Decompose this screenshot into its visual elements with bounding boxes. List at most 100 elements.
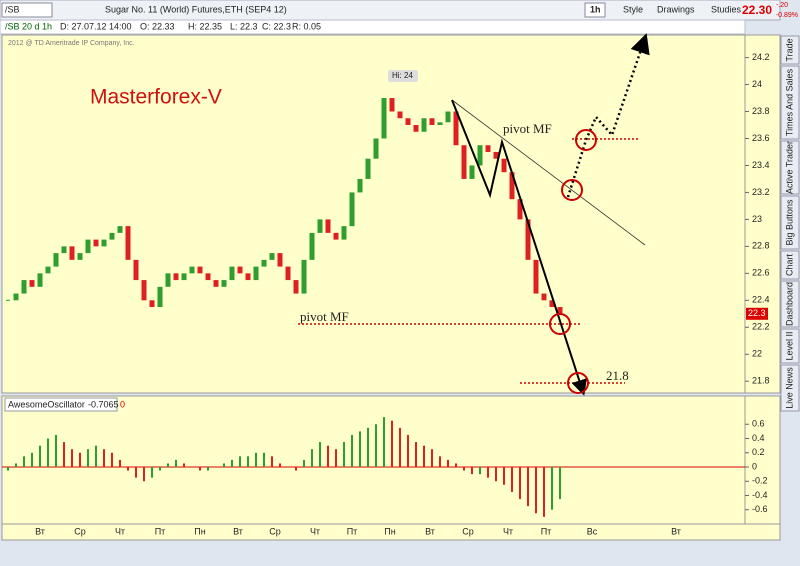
y-tick-label: 22.6 bbox=[752, 268, 770, 278]
circle bbox=[549, 313, 571, 335]
candle bbox=[405, 118, 411, 125]
drawings-btn[interactable]: Drawings bbox=[657, 4, 695, 14]
symbol-box[interactable] bbox=[1, 2, 53, 18]
candle bbox=[93, 239, 99, 247]
candle bbox=[301, 259, 307, 294]
x-tick-label: Пт bbox=[347, 526, 358, 536]
candle bbox=[205, 273, 211, 281]
last-price-box bbox=[746, 307, 768, 320]
x-tick-label: Вт bbox=[35, 526, 45, 536]
candle bbox=[365, 158, 371, 179]
y-tick-label: 0.6 bbox=[752, 419, 765, 429]
y-tick-label: 22.2 bbox=[752, 322, 770, 332]
candle bbox=[325, 219, 331, 233]
candle bbox=[173, 273, 179, 281]
circle bbox=[567, 372, 589, 394]
candle bbox=[85, 239, 91, 254]
candle bbox=[341, 226, 347, 240]
x-tick-label: Вт bbox=[671, 526, 681, 536]
y-tick-label: 23 bbox=[752, 214, 762, 224]
y-tick-label: 24 bbox=[752, 79, 762, 89]
candle bbox=[461, 145, 467, 179]
candle bbox=[53, 253, 59, 267]
candle bbox=[277, 253, 283, 267]
candle bbox=[549, 300, 555, 308]
candle bbox=[245, 273, 251, 281]
sidebar-tab[interactable] bbox=[780, 280, 800, 328]
sidebar-tab[interactable] bbox=[780, 65, 800, 140]
trend-line bbox=[451, 99, 646, 246]
candle bbox=[525, 219, 531, 260]
candle bbox=[149, 300, 155, 308]
sidebar-tab-label[interactable]: Big Buttons bbox=[784, 199, 794, 246]
high-badge bbox=[388, 70, 418, 82]
candle bbox=[357, 178, 363, 193]
candle bbox=[61, 246, 67, 254]
price-axis bbox=[744, 34, 781, 394]
info-open: O: 22.33 bbox=[140, 21, 175, 31]
y-tick-label: 22 bbox=[752, 349, 762, 359]
candle bbox=[237, 266, 243, 274]
osc-value: -0.7065 bbox=[88, 399, 119, 409]
chart-title: Masterforex-V bbox=[90, 86, 222, 109]
candle bbox=[253, 266, 259, 281]
y-tick-label: 23.2 bbox=[752, 187, 770, 197]
candle bbox=[437, 122, 443, 125]
sidebar-tab[interactable] bbox=[780, 35, 800, 65]
y-tick-label: 22.8 bbox=[752, 241, 770, 251]
studies-btn[interactable]: Studies bbox=[711, 4, 742, 14]
sidebar-tab-label[interactable]: Trade bbox=[784, 38, 794, 61]
sidebar-tab[interactable] bbox=[780, 195, 800, 250]
candle bbox=[373, 138, 379, 159]
candle bbox=[197, 266, 203, 274]
description: Sugar No. 11 (World) Futures,ETH (SEP4 1… bbox=[105, 4, 287, 14]
candle bbox=[37, 273, 43, 287]
x-tick-label: Пн bbox=[384, 526, 395, 536]
pivot-label: pivot MF bbox=[300, 309, 349, 324]
candle bbox=[285, 266, 291, 281]
x-tick-label: Чт bbox=[503, 526, 513, 536]
sidebar-tab-label[interactable]: Times And Sales bbox=[784, 68, 794, 136]
y-tick-label: -0.2 bbox=[752, 476, 768, 486]
candle bbox=[413, 125, 419, 132]
candle bbox=[469, 165, 475, 179]
candle bbox=[533, 259, 539, 294]
candle bbox=[29, 280, 35, 287]
x-tick-label: Пт bbox=[155, 526, 166, 536]
sidebar-tab-label[interactable]: Level II bbox=[784, 331, 794, 360]
sidebar-tab[interactable] bbox=[780, 328, 800, 364]
sidebar-tab[interactable] bbox=[780, 140, 800, 195]
sidebar-tab[interactable] bbox=[780, 364, 800, 412]
style-btn[interactable]: Style bbox=[623, 4, 643, 14]
candle bbox=[333, 232, 339, 240]
drawings bbox=[298, 33, 650, 396]
price-pane bbox=[1, 34, 746, 394]
candle bbox=[221, 280, 227, 287]
interval[interactable]: 1h bbox=[590, 4, 601, 14]
y-tick-label: 23.6 bbox=[752, 133, 770, 143]
sidebar-tab-label[interactable]: Live News bbox=[784, 367, 794, 409]
candle bbox=[485, 145, 491, 152]
candle bbox=[165, 273, 171, 287]
candle bbox=[429, 118, 435, 125]
sidebar-tab-label[interactable]: Dashboard bbox=[784, 282, 794, 326]
candle bbox=[509, 172, 515, 200]
osc-zero: 0 bbox=[120, 399, 125, 409]
copyright: 2012 @ TD Ameritrade IP Company, Inc. bbox=[8, 40, 135, 47]
candle bbox=[157, 286, 163, 308]
interval-btn[interactable] bbox=[584, 2, 606, 18]
candle bbox=[181, 273, 187, 281]
candle bbox=[21, 280, 27, 294]
circle bbox=[575, 129, 597, 151]
sidebar-tab-label[interactable]: Chart bbox=[784, 254, 794, 277]
sidebar-tab-label[interactable]: Active Trader bbox=[784, 141, 794, 194]
candle bbox=[45, 266, 51, 274]
x-tick-label: Вс bbox=[587, 526, 598, 536]
candle bbox=[349, 192, 355, 227]
candle bbox=[557, 307, 563, 314]
candle bbox=[117, 226, 123, 233]
time-axis bbox=[1, 523, 781, 541]
candle bbox=[317, 219, 323, 233]
sidebar-tab[interactable] bbox=[780, 250, 800, 280]
